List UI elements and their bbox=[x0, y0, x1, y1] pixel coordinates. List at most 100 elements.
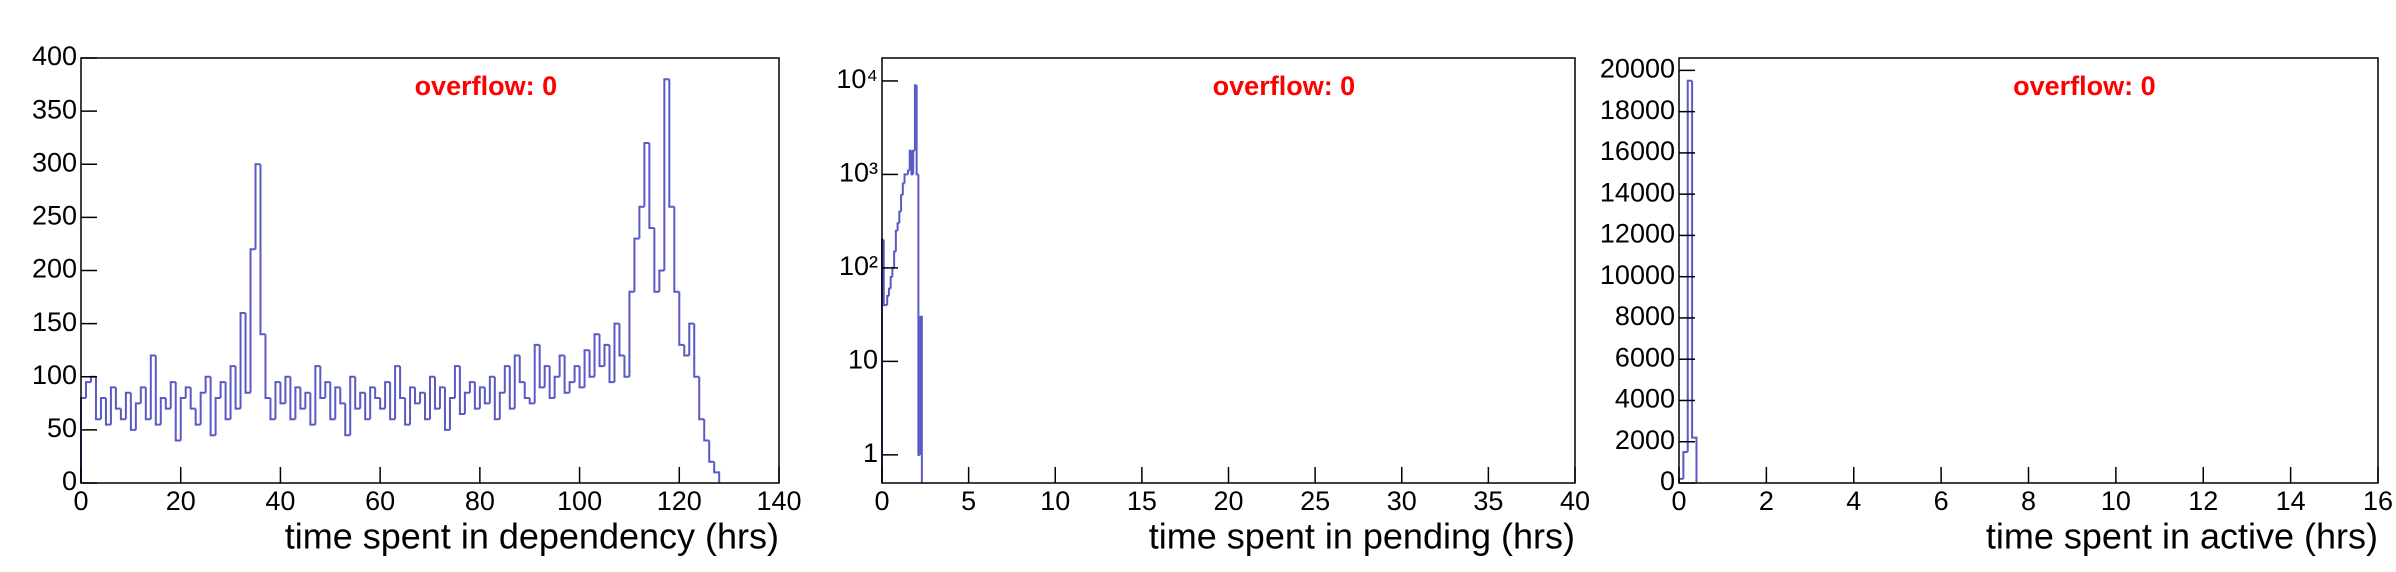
histogram-bin bbox=[389, 382, 396, 421]
histogram-bin bbox=[653, 228, 660, 293]
x-tick-label: 30 bbox=[1387, 486, 1417, 516]
histogram-bin bbox=[901, 182, 905, 196]
histogram-bin bbox=[289, 376, 296, 421]
histogram-bin bbox=[134, 402, 141, 430]
histogram-bin bbox=[683, 344, 690, 357]
histogram-bin bbox=[344, 403, 351, 437]
histogram-bin bbox=[903, 173, 907, 184]
x-tick-label: 140 bbox=[756, 486, 801, 516]
histogram-bin bbox=[433, 376, 440, 410]
histogram-bin bbox=[379, 398, 386, 410]
histogram-bin bbox=[274, 381, 281, 420]
histogram-bin bbox=[189, 387, 196, 410]
plot-frame bbox=[1678, 57, 2379, 484]
histogram-bin bbox=[209, 376, 216, 437]
histogram-bin bbox=[673, 206, 680, 293]
y-tick-label: 300 bbox=[32, 147, 77, 177]
histogram-bin bbox=[219, 381, 226, 398]
histogram-bin bbox=[598, 334, 605, 368]
histogram-bin bbox=[912, 149, 915, 175]
y-tick-label: 16000 bbox=[1600, 136, 1675, 166]
histogram-bin bbox=[488, 375, 495, 404]
x-tick-label: 0 bbox=[874, 486, 889, 516]
histogram-bin bbox=[668, 79, 675, 208]
histogram-bin bbox=[224, 382, 231, 421]
histogram-bin bbox=[588, 350, 595, 378]
histogram-bin bbox=[84, 381, 91, 398]
y-tick-label: 200 bbox=[32, 254, 77, 284]
histogram-bin bbox=[299, 387, 306, 410]
x-tick-label: 2 bbox=[1759, 486, 1774, 516]
histogram-bin bbox=[99, 397, 106, 420]
histogram-bin bbox=[94, 376, 101, 421]
histogram-bin bbox=[249, 248, 256, 393]
histogram-bin bbox=[613, 322, 620, 383]
y-tick-label: 8000 bbox=[1615, 301, 1675, 331]
histogram-bin bbox=[468, 381, 475, 393]
y-tick-label: 0 bbox=[1660, 466, 1675, 496]
y-tick-label: 350 bbox=[32, 94, 77, 124]
x-tick-label: 16 bbox=[2363, 486, 2393, 516]
x-tick-label: 10 bbox=[2101, 486, 2131, 516]
histogram-bin bbox=[658, 269, 665, 292]
histogram-bin bbox=[910, 150, 914, 176]
histogram-bin bbox=[369, 386, 376, 420]
overflow-annotation: overflow: 0 bbox=[415, 71, 558, 101]
histogram-bin bbox=[204, 375, 211, 393]
y-tick-label: 400 bbox=[32, 41, 77, 71]
histogram-bin bbox=[518, 355, 525, 384]
histogram-bin bbox=[314, 365, 321, 425]
histogram-bin bbox=[908, 149, 912, 171]
histogram-bin bbox=[179, 397, 186, 441]
histogram-bin bbox=[648, 143, 655, 229]
histogram-bin bbox=[453, 365, 460, 398]
y-tick-label: 20000 bbox=[1600, 54, 1675, 84]
histogram-bin bbox=[1682, 451, 1688, 479]
histogram-bin bbox=[429, 375, 435, 420]
histogram-bin bbox=[104, 398, 111, 426]
histogram-bin bbox=[349, 375, 356, 436]
histogram-bin bbox=[543, 365, 550, 388]
histogram-bin bbox=[473, 382, 480, 410]
histogram-bin bbox=[359, 391, 366, 409]
histogram-bin bbox=[324, 381, 331, 398]
histogram-bin bbox=[194, 408, 201, 426]
histogram-bin bbox=[199, 391, 206, 425]
histogram-bin bbox=[269, 398, 276, 421]
histogram-bin bbox=[364, 392, 371, 421]
histogram-bin bbox=[463, 391, 470, 414]
histogram-bin bbox=[169, 381, 176, 409]
histogram-bin bbox=[508, 366, 515, 410]
histogram-bin bbox=[214, 397, 221, 436]
histogram-bin bbox=[493, 376, 500, 421]
histogram-bin bbox=[898, 210, 902, 224]
histogram-bin bbox=[254, 163, 261, 250]
x-tick-label: 35 bbox=[1473, 486, 1503, 516]
y-tick-label: 4000 bbox=[1615, 384, 1675, 414]
histogram-bin bbox=[144, 387, 151, 421]
histogram-bin bbox=[234, 366, 241, 410]
histogram-bin bbox=[618, 323, 625, 357]
histogram-bin bbox=[568, 381, 575, 393]
histogram-bin bbox=[279, 382, 286, 405]
histogram-bin bbox=[688, 322, 695, 356]
histogram-bin bbox=[638, 205, 645, 239]
histogram-bin bbox=[886, 295, 889, 306]
histogram-bin bbox=[124, 391, 131, 420]
histogram-bin bbox=[409, 386, 416, 425]
y-tick-label: 10000 bbox=[1600, 260, 1675, 290]
x-axis-title: time spent in pending (hrs) bbox=[1149, 516, 1575, 557]
histogram-bin bbox=[900, 194, 903, 212]
histogram-bin bbox=[414, 387, 421, 405]
histogram-bin bbox=[329, 382, 336, 421]
histogram-bin bbox=[703, 419, 710, 442]
histogram-bin bbox=[424, 392, 430, 421]
x-axis-title: time spent in dependency (hrs) bbox=[285, 516, 779, 557]
histogram-bin bbox=[523, 382, 530, 399]
histogram-bin bbox=[443, 387, 450, 431]
histogram-bin bbox=[164, 398, 171, 410]
histogram-bin bbox=[1691, 80, 1698, 483]
x-tick-label: 120 bbox=[657, 486, 702, 516]
